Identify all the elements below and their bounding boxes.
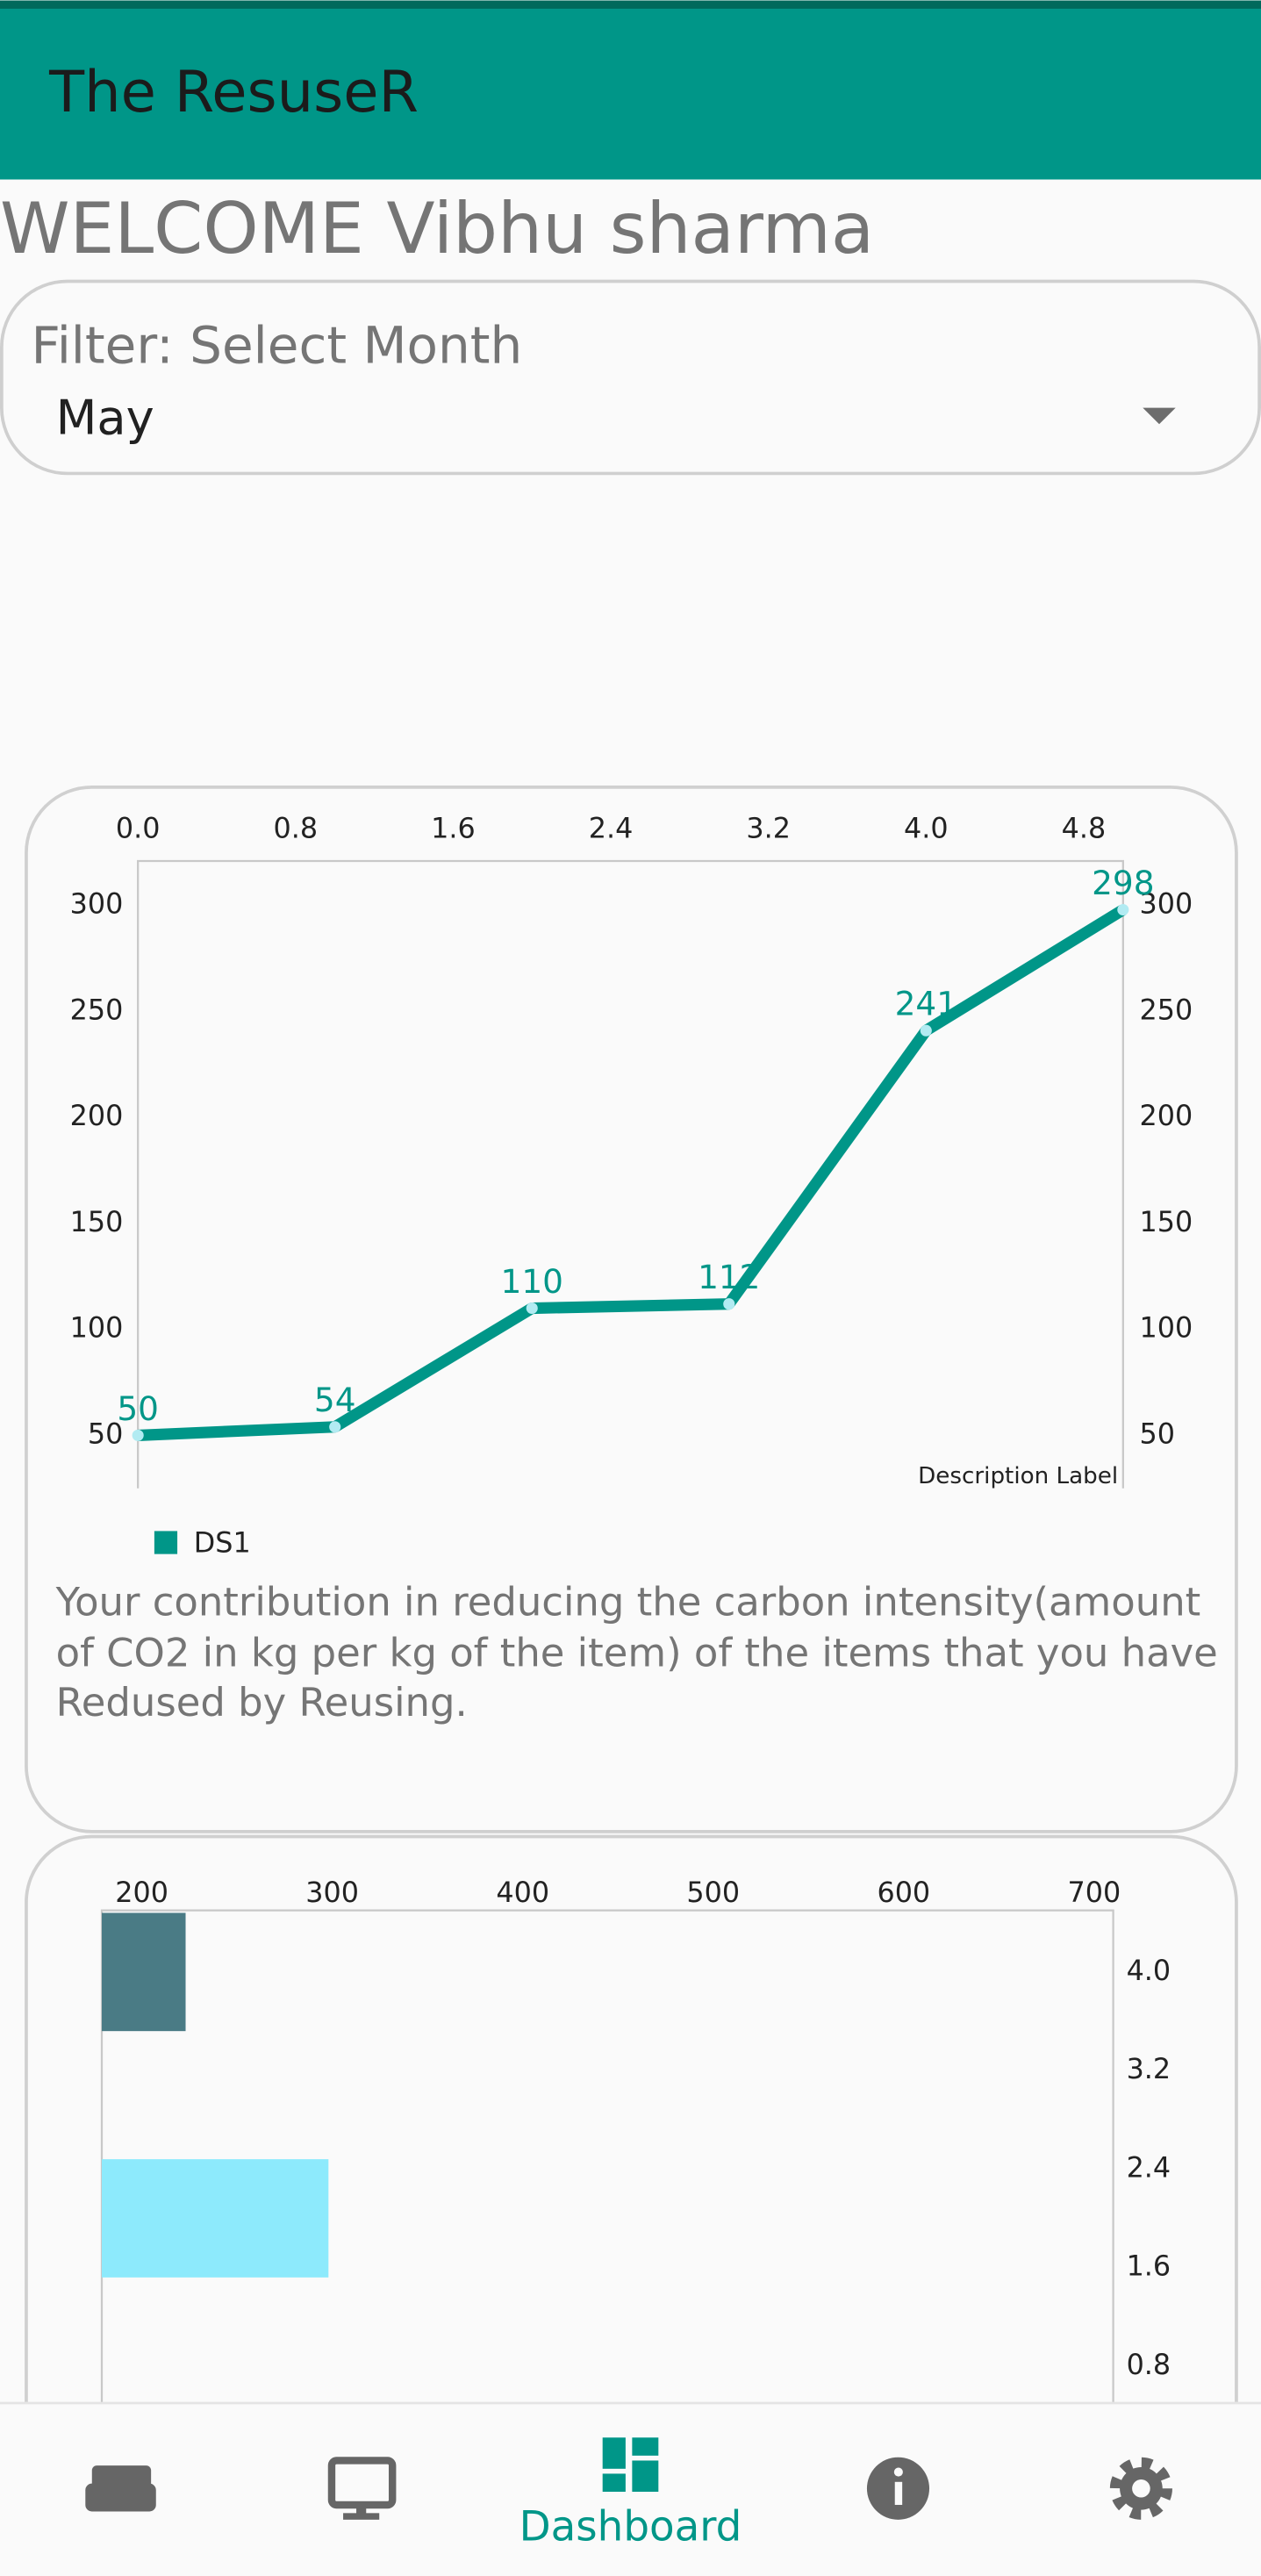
legend-swatch (154, 1531, 178, 1554)
gear-hole (1132, 2479, 1150, 2498)
data-point (1117, 904, 1129, 916)
x-tick-label: 0.0 (116, 812, 161, 844)
y-tick-label: 300 (70, 888, 124, 921)
bar-card-group: 200 300 400 500 600 700 4.0 3.2 2.4 1.6 0.8 (25, 1834, 1238, 2403)
sofa-back (91, 2465, 152, 2489)
x-tick-label: 0.8 (274, 812, 319, 844)
info-bar (894, 2481, 903, 2505)
app-bar (0, 0, 1261, 180)
gear-teeth (1109, 2457, 1172, 2520)
x-tick-label: 700 (1068, 1876, 1121, 1909)
x-tick-label: 1.6 (431, 812, 476, 844)
data-line (137, 904, 1127, 1441)
data-point (723, 1298, 735, 1310)
y-tick-label: 50 (88, 1417, 123, 1450)
y-tick-label: 3.2 (1127, 2053, 1171, 2085)
sofa-seat (85, 2483, 156, 2512)
info-dot (893, 2467, 903, 2477)
y-tick-label: 100 (70, 1312, 124, 1345)
nav-info[interactable] (866, 2457, 930, 2520)
plot-frame (137, 859, 1124, 1489)
y2-tick-label: 200 (1140, 1100, 1193, 1132)
description-line: Your contribution in reducing the carbon… (55, 1579, 1201, 1625)
y-tick-label: 250 (70, 994, 124, 1026)
filter-label: Filter: Select Month (32, 315, 523, 375)
y-tick-label: 200 (70, 1100, 124, 1132)
y2-tick-label: 100 (1140, 1312, 1193, 1345)
y2-tick-label: 150 (1140, 1206, 1193, 1238)
filter-box[interactable] (0, 279, 1261, 476)
tile (632, 2437, 659, 2456)
nav-label[interactable]: Dashboard (519, 2504, 742, 2551)
data-point (920, 1024, 932, 1037)
value-label: 241 (895, 985, 957, 1023)
description-line: of CO2 in kg per kg of the item) of the … (56, 1630, 1218, 1676)
y-tick-label: 150 (70, 1206, 124, 1238)
x-axis-label: Description Label (918, 1463, 1118, 1489)
tile (632, 2460, 659, 2493)
y2-tick-label: 300 (1140, 888, 1193, 921)
monitor-stand (356, 2504, 367, 2515)
app-title: The ResuseR (48, 59, 419, 126)
filter-value[interactable]: May (56, 391, 154, 446)
bar-card (25, 1834, 1238, 2403)
legend-label: DS1 (194, 1526, 251, 1559)
x-tick-label: 3.2 (746, 812, 791, 844)
y-tick-label: 0.8 (1127, 2349, 1171, 2381)
nav-monitor[interactable] (327, 2457, 397, 2520)
data-point (526, 1302, 538, 1315)
x-tick-label: 600 (877, 1876, 930, 1909)
value-label: 54 (314, 1381, 356, 1419)
tile (602, 2437, 626, 2469)
monitor-base (343, 2513, 380, 2520)
nav-dashboard-icon[interactable] (602, 2437, 659, 2493)
value-label: 112 (698, 1258, 760, 1296)
y2-tick-label: 250 (1140, 994, 1193, 1026)
bar (102, 2159, 329, 2278)
x-tick-label: 400 (496, 1876, 549, 1909)
y-tick-label: 2.4 (1127, 2151, 1171, 2184)
value-label: 298 (1092, 864, 1154, 902)
status-strip (0, 0, 1261, 9)
bar-chart: 200 300 400 500 600 700 4.0 3.2 2.4 1.6 0.8 (100, 1876, 1171, 2403)
data-point (132, 1429, 144, 1441)
y-tick-label: 1.6 (1127, 2250, 1171, 2283)
value-label: 110 (501, 1262, 563, 1301)
value-label: 50 (117, 1389, 159, 1428)
bottom-nav (0, 2402, 1261, 2576)
welcome: WELCOME Vibhu sharma (0, 187, 874, 269)
nav-sofa[interactable] (85, 2465, 156, 2512)
bar (102, 1912, 186, 2032)
x-tick-label: 2.4 (589, 812, 634, 844)
dropdown-arrow[interactable] (1143, 407, 1176, 425)
description-line: Redused by Reusing. (56, 1679, 468, 1726)
nav-settings[interactable] (1109, 2457, 1172, 2520)
x-tick-label: 200 (115, 1876, 168, 1909)
tile (602, 2473, 626, 2493)
x-tick-label: 4.0 (904, 812, 949, 844)
line-chart: Description Label DS1 Your contribution … (55, 812, 1218, 1725)
data-point (329, 1421, 341, 1433)
y-tick-label: 4.0 (1127, 1955, 1171, 1987)
x-tick-label: 4.8 (1062, 812, 1107, 844)
y2-tick-label: 50 (1140, 1417, 1175, 1450)
x-tick-label: 500 (686, 1876, 740, 1909)
x-tick-label: 300 (305, 1876, 359, 1909)
